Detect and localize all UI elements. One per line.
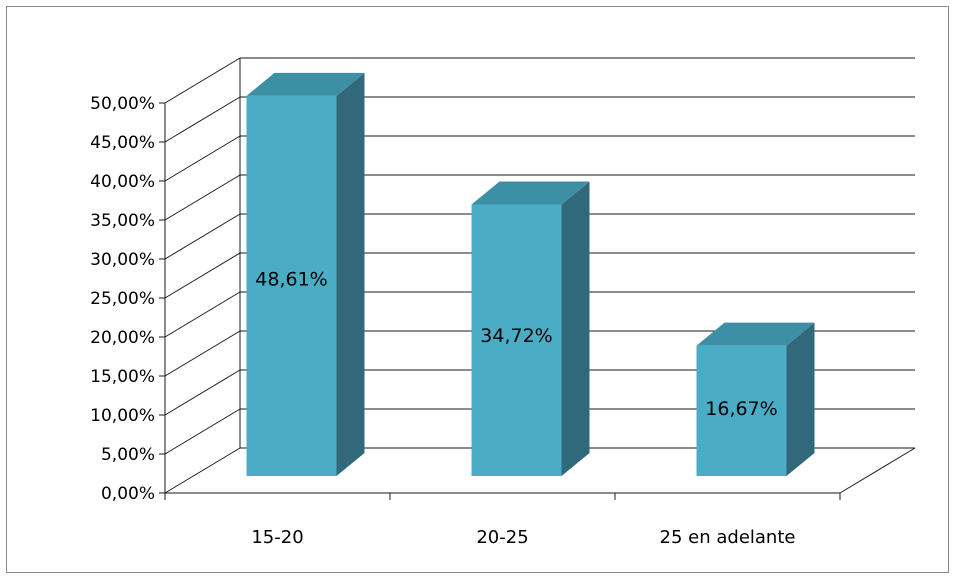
gridline-side — [164, 174, 241, 221]
gridline-side — [164, 291, 241, 338]
gridline-side — [164, 408, 241, 455]
bars — [246, 72, 815, 476]
gridline-side — [164, 330, 241, 377]
y-tick-label: 10,00% — [90, 406, 155, 426]
y-tick-label: 25,00% — [90, 289, 155, 309]
y-axis-tick-labels: 0,00% 5,00% 10,00% 15,00% 20,00% 25,00% 30,00%… — [90, 94, 155, 504]
y-tick-label: 30,00% — [90, 250, 155, 270]
bar-top — [246, 72, 365, 96]
data-label: 34,72% — [480, 325, 552, 347]
bar-side — [336, 72, 365, 476]
data-labels: 48,61% 34,72% 16,67% — [255, 268, 777, 420]
gridline-side — [164, 57, 241, 104]
y-tick-label: 20,00% — [90, 328, 155, 348]
x-tick-label: 25 en adelante — [660, 527, 796, 548]
y-tick-label: 5,00% — [101, 445, 155, 465]
y-tick-label: 50,00% — [90, 94, 155, 114]
floor-edge — [839, 447, 916, 494]
gridline-side — [164, 213, 241, 260]
axes — [159, 58, 916, 500]
gridline-side — [164, 369, 241, 416]
y-tick-label: 40,00% — [90, 172, 155, 192]
bar-front — [696, 345, 787, 476]
bar-20-25 — [471, 181, 590, 476]
bar-top — [471, 181, 590, 205]
y-tick-label: 35,00% — [90, 211, 155, 231]
x-axis-tick-labels: 15-20 20-25 25 en adelante — [251, 527, 795, 548]
bar-side — [561, 181, 590, 476]
y-tick-label: 15,00% — [90, 367, 155, 387]
data-label: 16,67% — [705, 398, 777, 420]
gridline-side — [164, 447, 241, 494]
y-tick-label: 45,00% — [90, 133, 155, 153]
data-label: 48,61% — [255, 268, 327, 290]
bar-front — [471, 204, 562, 476]
gridline-side — [164, 135, 241, 182]
y-tick-label: 0,00% — [101, 484, 155, 504]
bar-25-en-adelante — [696, 322, 815, 476]
gridline-side — [164, 96, 241, 143]
bar-side — [786, 322, 815, 476]
gridline-side — [164, 252, 241, 299]
bar-top — [696, 322, 815, 346]
bar-front — [246, 95, 337, 476]
x-tick-label: 20-25 — [476, 527, 528, 548]
x-tick-label: 15-20 — [251, 527, 303, 548]
bar-15-20 — [246, 72, 365, 476]
